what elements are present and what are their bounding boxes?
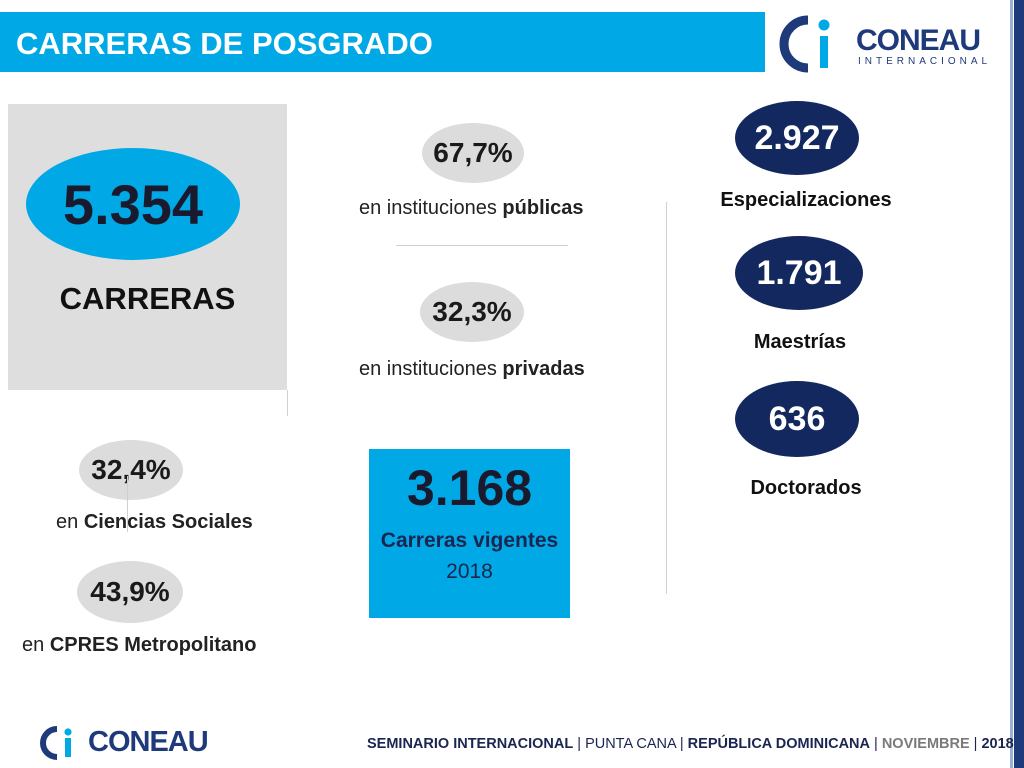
divider (666, 202, 667, 594)
sociales-text: en Ciencias Sociales (56, 511, 253, 534)
page-title: CARRERAS DE POSGRADO (16, 26, 433, 61)
cpres-pct: 43,9% (77, 561, 183, 623)
footer-sep: | (675, 736, 688, 752)
divider (287, 390, 288, 416)
footer-seminario: SEMINARIO INTERNACIONAL (367, 736, 574, 752)
doctorados-value: 636 (735, 381, 859, 457)
footer-mes: NOVIEMBRE (881, 736, 970, 752)
sociales-pct: 32,4% (79, 440, 183, 500)
coneau-logo-icon (779, 15, 830, 73)
maestrias-value: 1.791 (735, 236, 863, 310)
footer-sep: | (573, 736, 586, 752)
logo-brand-text: CONEAU (856, 24, 981, 57)
especializaciones-value: 2.927 (735, 101, 859, 175)
vigentes-value: 3.168 (406, 460, 533, 516)
right-border (1014, 0, 1024, 768)
footer-pais: REPÚBLICA DOMINICANA (687, 736, 870, 752)
cpres-prefix: en (22, 634, 50, 656)
total-label: CARRERAS (59, 281, 236, 316)
sociales-bold: Ciencias Sociales (83, 511, 253, 533)
sociales-tick (127, 476, 128, 532)
vigentes-year: 2018 (446, 560, 493, 583)
publicas-text: en instituciones públicas (359, 197, 584, 220)
publicas-pct: 67,7% (422, 123, 524, 183)
coneau-footer-logo: CONEAU (38, 726, 253, 762)
total-value: 5.354 (26, 148, 240, 260)
privadas-pct: 32,3% (420, 282, 524, 342)
divider (396, 245, 568, 246)
footer-lugar: PUNTA CANA (585, 736, 676, 752)
maestrias-label: Maestrías (753, 331, 847, 353)
cpres-bold: CPRES Metropolitano (49, 634, 257, 656)
coneau-footer-logo-icon (40, 726, 72, 760)
title-bar: CARRERAS DE POSGRADO (0, 12, 765, 72)
footer-logo-text: CONEAU (88, 726, 209, 758)
cpres-text: en CPRES Metropolitano (22, 634, 256, 657)
coneau-internacional-logo: CONEAU INTERNACIONAL (778, 14, 1002, 74)
vigentes-box: 3.168 Carreras vigentes 2018 (369, 449, 570, 618)
footer-anio: 2018 (981, 736, 1014, 752)
publicas-prefix: en instituciones (359, 197, 503, 219)
right-border-accent (1010, 0, 1013, 768)
sociales-prefix: en (56, 511, 84, 533)
especializaciones-label: Especializaciones (720, 189, 892, 211)
privadas-prefix: en instituciones (359, 358, 503, 380)
footer-text: SEMINARIO INTERNACIONAL | PUNTA CANA | R… (367, 736, 1014, 752)
privadas-text: en instituciones privadas (359, 358, 585, 381)
doctorados-label: Doctorados (750, 477, 862, 499)
logo-sub-text: INTERNACIONAL (858, 56, 992, 67)
footer-sep: | (870, 736, 882, 752)
publicas-bold: públicas (502, 197, 584, 219)
footer-sep: | (969, 736, 982, 752)
privadas-bold: privadas (502, 358, 585, 380)
vigentes-label: Carreras vigentes (380, 529, 559, 552)
